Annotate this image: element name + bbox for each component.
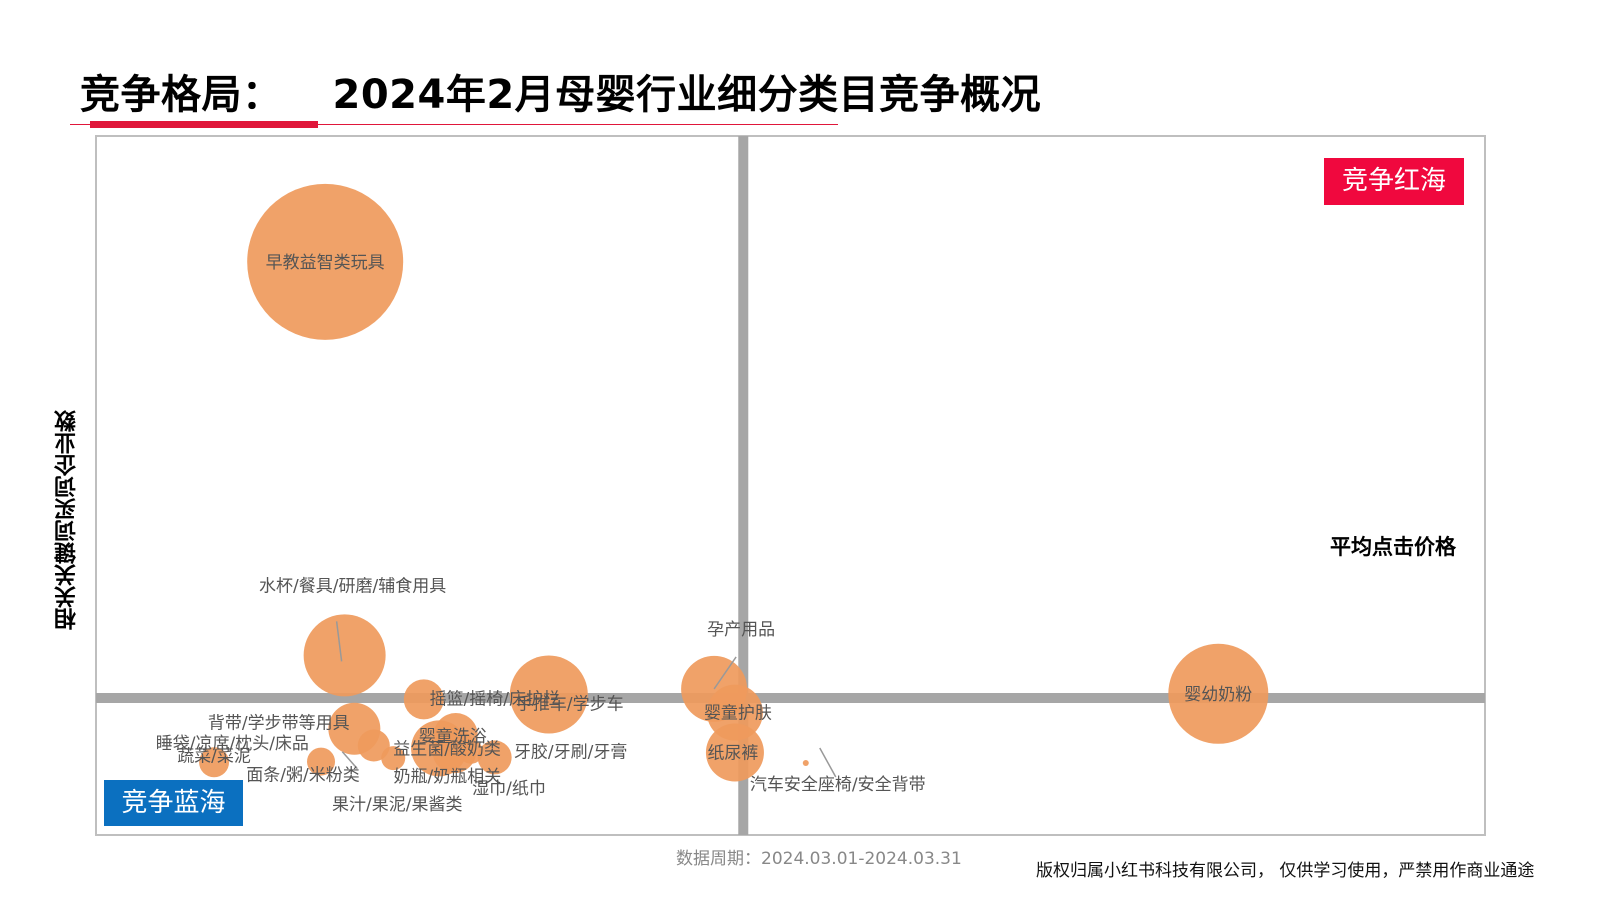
x-axis-label: 平均点击价格 — [1330, 535, 1456, 559]
bubble-label: 婴童护肤 — [704, 704, 772, 724]
leader-lines-layer — [335, 621, 837, 778]
title-main: 2024年2月母婴行业细分类目竞争概况 — [332, 72, 1042, 118]
y-axis-label: 相关关键词买词企业数 — [55, 410, 80, 630]
bubble-label: 早教益智类玩具 — [266, 253, 385, 273]
bubble-point — [199, 747, 230, 778]
bubble-point — [247, 183, 404, 340]
bubble-label: 面条/粥/米粉类 — [246, 766, 359, 786]
title-accent-bar — [90, 121, 318, 128]
bubble-label: 益生菌/酸奶类 — [393, 739, 501, 759]
bubble-point — [381, 746, 406, 771]
bubble-label: 睡袋/凉席/枕头/床品 — [156, 734, 309, 754]
leader-line — [341, 751, 358, 770]
bubble-label: 果汁/果泥/果酱类 — [332, 795, 462, 815]
bubble-point — [307, 747, 336, 776]
bubble-label: 蔬菜/菜泥 — [177, 746, 251, 766]
bubble-label: 牙胶/牙刷/牙膏 — [514, 741, 627, 762]
blue-ocean-badge: 竞争蓝海 — [104, 780, 243, 826]
title-underline — [70, 124, 838, 125]
bubble-label: 背带/学步带等用具 — [208, 714, 350, 734]
bubble-point — [477, 740, 512, 775]
bubble-point — [459, 739, 484, 764]
leader-line — [335, 621, 343, 662]
bubble-point — [802, 760, 809, 767]
copyright-notice: 版权归属小红书科技有限公司， 仅供学习使用，严禁用作商业通途 — [1036, 861, 1535, 881]
bubble-point — [357, 729, 390, 762]
bubble-point — [303, 614, 386, 697]
bubbles-layer — [199, 183, 1269, 782]
bubble-point — [1168, 643, 1269, 744]
bubble-label: 湿巾/纸巾 — [472, 779, 546, 799]
data-period: 数据周期：2024.03.01-2024.03.31 — [676, 849, 962, 869]
bubble-point — [706, 684, 763, 741]
bubble-point — [705, 723, 764, 782]
bubble-label: 奶瓶/奶瓶相关 — [393, 767, 501, 787]
leader-line — [713, 656, 737, 690]
bubble-point — [403, 679, 444, 720]
bubble-label: 婴幼奶粉 — [1184, 685, 1252, 705]
bubble-label: 手推车/学步车 — [516, 695, 624, 715]
title-prefix: 竞争格局： — [80, 72, 283, 118]
bubble-label: 摇篮/摇椅/床护栏 — [430, 689, 560, 709]
leader-line — [819, 747, 837, 778]
bubble-point — [509, 655, 588, 734]
bubble-label: 水杯/餐具/研磨/辅食用具 — [259, 576, 446, 596]
page-title: 竞争格局： 2024年2月母婴行业细分类目竞争概况 — [80, 62, 1041, 120]
bubble-label: 汽车安全座椅/安全背带 — [750, 775, 926, 795]
plot-frame — [95, 135, 1486, 836]
red-sea-badge: 竞争红海 — [1324, 158, 1464, 205]
bubble-label: 孕产用品 — [707, 620, 775, 640]
bubble-label: 婴童洗浴 — [419, 727, 487, 747]
bubble-label: 纸尿裤 — [707, 744, 758, 764]
